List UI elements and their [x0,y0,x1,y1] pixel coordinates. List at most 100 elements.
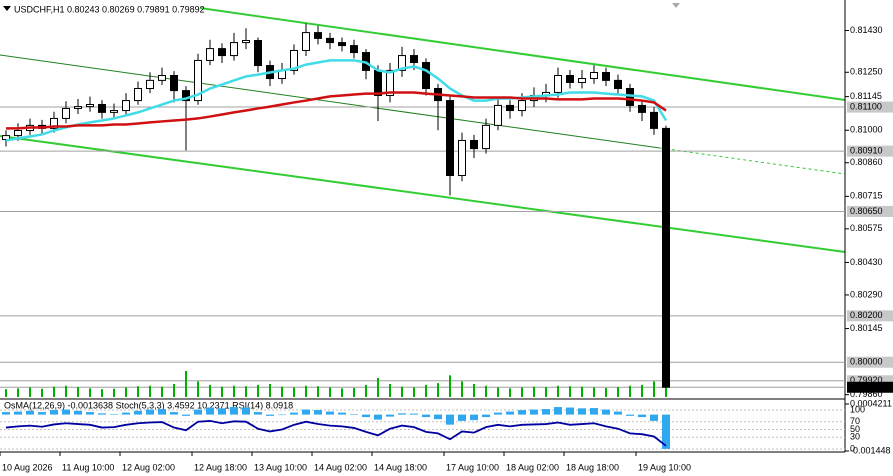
candle-body [470,139,478,150]
x-tick-label: 17 Aug 10:00 [446,462,499,472]
volume-bar [545,387,547,397]
x-tick-label: 10 Aug 2026 [2,462,53,472]
x-tick-label: 14 Aug 18:00 [374,462,427,472]
level-box [847,381,893,393]
x-tick-label: 11 Aug 10:00 [62,462,114,472]
osma-bar [302,409,310,415]
osma-bar [2,412,10,415]
level-box [847,145,893,157]
osma-bar [122,412,130,415]
osma-bar [50,410,58,415]
osma-bar [74,410,82,415]
candle-body [314,32,322,39]
osma-bar [638,414,646,418]
y-tick-label: 0.81430 [850,25,883,35]
rsi-tick-label: 100 [850,404,865,414]
level-label: 0.80200 [850,310,883,320]
candle-body [458,139,466,176]
x-tick-label: 14 Aug 02:00 [314,462,367,472]
y-tick-label: 0.80575 [850,223,883,233]
osma-bar [98,413,106,415]
candle-body [290,49,298,71]
candle-body [254,39,262,67]
candle-body [326,37,334,44]
volume-bar [365,384,367,397]
y-tick-label: 0.80860 [850,157,883,167]
volume-bar [329,387,331,397]
volume-bar [65,385,67,397]
rsi-tick-label: 50 [850,424,860,434]
volume-bar [629,385,631,397]
y-tick-label: 0.81000 [850,125,883,135]
candle-body [566,75,574,83]
candle-body [14,129,22,137]
volume-bar [125,387,127,397]
volume-bar [569,386,571,397]
candle-body [626,88,634,106]
y-tick-label: 0.81145 [850,91,882,101]
osma-bar [194,409,202,415]
osma-bar [146,409,154,415]
y-tick-label: 0.80715 [850,191,883,201]
candle-body [194,59,202,102]
candle-body [422,62,430,90]
osma-bar [134,410,142,415]
osma-bar [110,414,118,415]
volume-bar [233,385,235,397]
candle-body [134,88,142,102]
volume-bar [425,384,427,397]
candle-body [446,100,454,176]
osma-bar [422,414,430,418]
volume-bar [557,385,559,397]
volume-bar [485,385,487,397]
candle-body [662,127,670,388]
osma-bar [86,412,94,415]
candle-body [614,79,622,90]
osma-bar [458,414,466,421]
x-tick-label: 19 Aug 10:00 [638,462,691,472]
volume-bar [401,386,403,397]
level-box [847,205,893,217]
osma-bar [494,412,502,415]
channel-line [0,135,846,253]
volume-bar [461,381,463,397]
volume-bar [389,384,391,397]
candle-body [302,32,310,51]
candle-body [602,71,610,81]
volume-bar [413,387,415,397]
candle-body [638,104,646,113]
chart-title: USDCHF,H1 0.80243 0.80269 0.79891 0.7989… [14,4,205,14]
candle-body [62,107,70,119]
volume-bar [269,384,271,397]
osma-bar [206,407,214,415]
candle-body [386,69,394,96]
volume-bar [245,386,247,397]
y-tick-label: 0.79860 [850,389,883,399]
osma-bar [614,411,622,415]
volume-bar [293,387,295,397]
candle-body [110,110,118,113]
trend-line [659,147,846,175]
osma-tick-label: 0.0004211 [850,398,892,408]
osma-bar [434,414,442,420]
osma-bar [242,407,250,415]
rsi-tick-label: 30 [850,432,860,442]
volume-bar [377,377,379,397]
osma-bar [26,410,34,415]
volume-bar [641,384,643,397]
volume-bar [149,385,151,397]
candle-body [374,69,382,96]
osma-bar [566,407,574,415]
osma-bar [602,409,610,415]
volume-bar [353,387,355,397]
volume-bar [113,388,115,397]
osma-bar [362,414,370,418]
volume-bar [593,387,595,397]
osma-bar [38,412,46,415]
volume-bar [653,381,655,397]
volume-bar [581,386,583,397]
volume-bar [521,387,523,397]
volume-bar [161,386,163,397]
